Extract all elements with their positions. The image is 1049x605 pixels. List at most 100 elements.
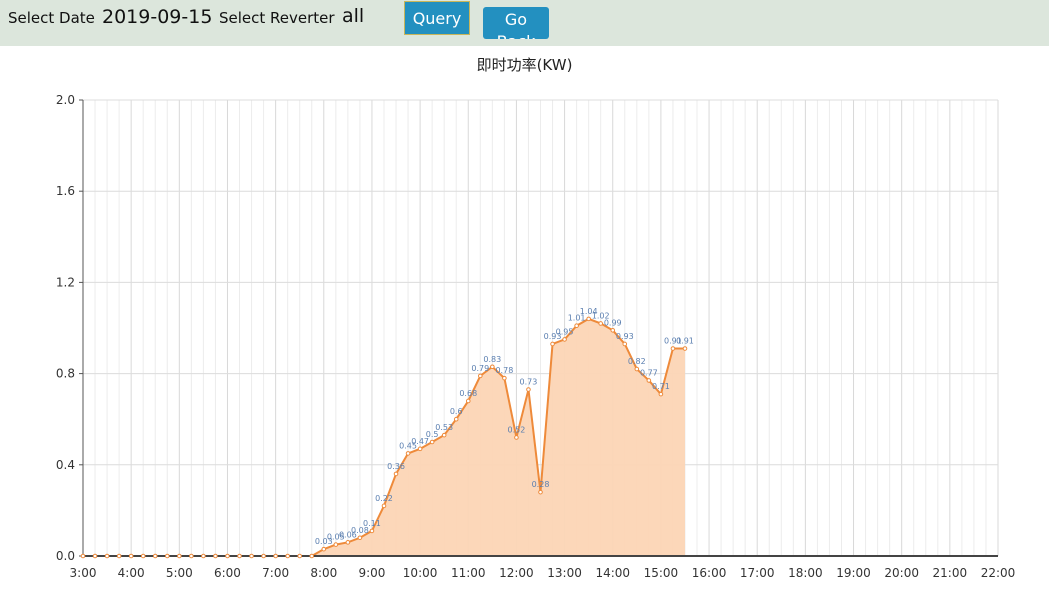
data-point <box>309 553 315 559</box>
data-label: 0.82 <box>628 357 646 366</box>
x-tick-label: 11:00 <box>451 566 486 580</box>
data-point <box>682 346 688 351</box>
data-label: 1.01 <box>568 314 586 323</box>
x-tick-label: 14:00 <box>595 566 630 580</box>
data-label: 0.28 <box>532 480 550 489</box>
data-point <box>465 398 471 404</box>
go-back-button[interactable]: Go Back <box>483 7 549 39</box>
data-point <box>333 542 339 547</box>
y-tick-label: 1.6 <box>56 184 75 198</box>
data-point <box>478 373 483 379</box>
data-label: 1.02 <box>592 311 610 320</box>
data-point <box>453 416 459 422</box>
data-point <box>128 553 134 559</box>
x-tick-label: 8:00 <box>310 566 337 580</box>
x-tick-label: 3:00 <box>70 566 97 580</box>
data-point <box>670 346 676 351</box>
query-button[interactable]: Query <box>404 1 470 35</box>
data-point <box>80 553 86 559</box>
data-point <box>213 553 218 559</box>
data-point <box>225 553 230 559</box>
data-label: 0.95 <box>556 327 574 336</box>
data-point <box>598 321 603 326</box>
data-label: 0.45 <box>399 441 417 450</box>
data-label: 0.05 <box>327 533 345 542</box>
data-point <box>646 378 652 383</box>
x-tick-label: 9:00 <box>358 566 385 580</box>
data-point <box>658 391 664 397</box>
data-point <box>273 553 278 559</box>
data-point <box>152 553 158 559</box>
x-tick-label: 20:00 <box>884 566 919 580</box>
date-value[interactable]: 2019-09-15 <box>102 6 213 28</box>
x-tick-label: 7:00 <box>262 566 289 580</box>
data-point <box>285 553 290 559</box>
data-label: 0.53 <box>435 423 453 432</box>
select-date-label: Select Date <box>8 9 95 27</box>
data-label: 0.06 <box>339 530 357 539</box>
data-point <box>550 341 555 347</box>
data-point <box>381 503 387 509</box>
data-label: 0.22 <box>375 494 393 503</box>
data-point <box>357 535 363 541</box>
data-label: 0.77 <box>640 368 658 377</box>
data-label: 0.78 <box>495 366 513 375</box>
data-point <box>429 439 435 445</box>
data-label: 0.93 <box>616 332 634 341</box>
data-point <box>237 553 242 559</box>
data-label: 0.03 <box>315 537 333 546</box>
data-point <box>261 553 266 559</box>
data-point <box>586 316 591 322</box>
y-tick-label: 0.4 <box>56 458 75 472</box>
data-point <box>502 375 507 381</box>
data-point <box>514 435 519 440</box>
data-label: 0.99 <box>604 318 622 327</box>
y-tick-label: 0.0 <box>56 549 75 563</box>
data-label: 0.11 <box>363 519 381 528</box>
data-point <box>393 471 399 477</box>
chart-title: 即时功率(KW) <box>476 56 573 74</box>
x-tick-label: 16:00 <box>692 566 727 580</box>
series-area <box>83 318 685 556</box>
data-label: 0.73 <box>520 378 538 387</box>
data-point <box>164 553 170 559</box>
x-tick-label: 21:00 <box>933 566 968 580</box>
data-point <box>526 387 531 392</box>
x-tick-label: 19:00 <box>836 566 871 580</box>
data-point <box>116 553 122 559</box>
data-point <box>321 546 327 552</box>
x-tick-label: 22:00 <box>981 566 1016 580</box>
data-label: 0.83 <box>483 355 501 364</box>
reverter-value[interactable]: all <box>342 5 365 27</box>
y-tick-label: 2.0 <box>56 93 75 107</box>
data-point <box>104 553 110 559</box>
data-point <box>417 446 423 452</box>
y-tick-label: 1.2 <box>56 275 75 289</box>
data-point <box>634 366 640 372</box>
toolbar: Select Date 2019-09-15 Select Reverter a… <box>0 0 1049 46</box>
data-point <box>297 553 303 559</box>
data-label: 0.68 <box>459 389 477 398</box>
data-label: 1.04 <box>580 307 598 316</box>
data-label: 0.91 <box>676 337 694 346</box>
x-tick-label: 6:00 <box>214 566 241 580</box>
data-point <box>249 553 254 559</box>
data-point <box>140 553 146 559</box>
data-point <box>490 364 495 370</box>
x-tick-label: 17:00 <box>740 566 775 580</box>
data-label: 0.79 <box>471 364 489 373</box>
x-tick-label: 4:00 <box>118 566 145 580</box>
data-point <box>405 451 411 456</box>
data-point <box>574 323 579 329</box>
x-tick-label: 5:00 <box>166 566 193 580</box>
data-point <box>562 337 567 342</box>
data-point <box>610 327 616 333</box>
data-label: 0.52 <box>508 425 526 434</box>
data-point <box>189 553 194 559</box>
data-label: 0.47 <box>411 437 429 446</box>
data-label: 0.5 <box>426 430 439 439</box>
x-tick-label: 13:00 <box>547 566 582 580</box>
data-point <box>177 553 182 559</box>
select-reverter-label: Select Reverter <box>219 9 335 27</box>
x-tick-label: 15:00 <box>644 566 679 580</box>
